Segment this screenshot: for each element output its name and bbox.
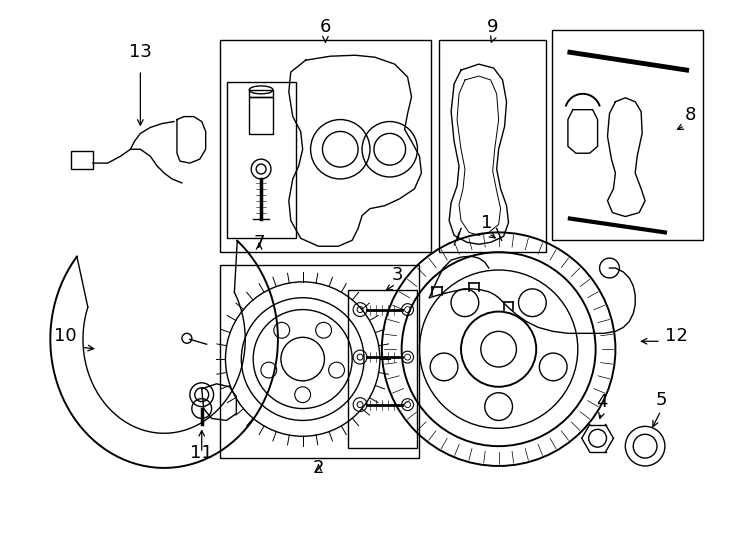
Bar [71, 151, 92, 169]
Text: 8: 8 [685, 105, 696, 124]
Text: 7: 7 [253, 234, 265, 252]
Text: 1: 1 [481, 214, 493, 232]
Bar [228, 82, 296, 238]
Text: 9: 9 [487, 18, 498, 37]
Bar [250, 97, 273, 134]
Bar [552, 30, 702, 240]
Text: 12: 12 [665, 327, 688, 345]
Bar [348, 290, 418, 448]
Text: 3: 3 [392, 266, 404, 284]
Text: 11: 11 [190, 444, 213, 462]
Text: 4: 4 [596, 393, 607, 410]
Bar [219, 40, 432, 252]
Text: 10: 10 [54, 327, 76, 345]
Bar [219, 265, 419, 458]
Text: 13: 13 [129, 43, 152, 61]
Text: 5: 5 [655, 390, 666, 409]
Text: 2: 2 [313, 459, 324, 477]
Text: 6: 6 [320, 18, 331, 37]
Bar [439, 40, 546, 252]
